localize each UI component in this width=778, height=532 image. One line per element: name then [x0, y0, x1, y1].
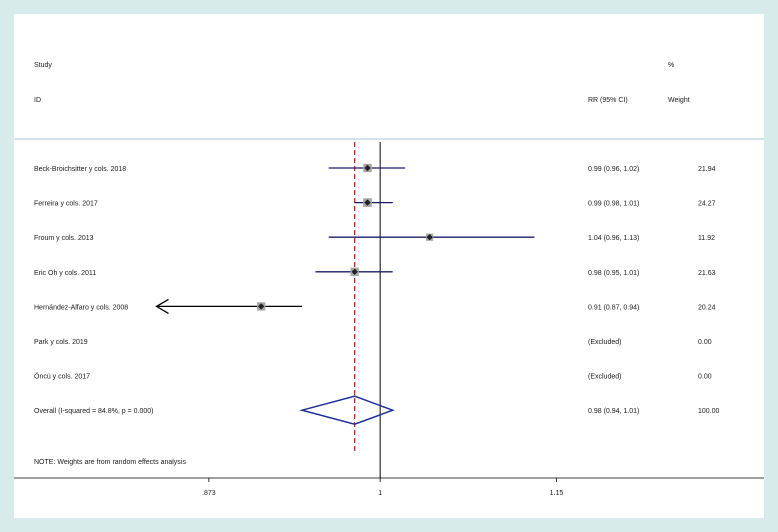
forest-plot-panel: Study ID RR (95% CI) % Weight Beck-Broic…: [14, 14, 764, 518]
study-rows: Beck-Broichsitter y cols. 2018 0.99 (0.96…: [34, 166, 720, 415]
point-estimate: [257, 303, 265, 310]
x-tick-label: 1.15: [550, 490, 564, 497]
header-weight: Weight: [668, 97, 690, 104]
study-label: Hernández-Alfaro y cols. 2008: [34, 304, 128, 311]
overall-weight: 100.00: [698, 408, 720, 415]
x-tick-label: .873: [202, 490, 216, 497]
x-tick-label: 1: [378, 490, 382, 497]
study-label: Froum y cols. 2013: [34, 235, 94, 242]
study-weight: 11.92: [698, 235, 715, 242]
study-label: Beck-Broichsitter y cols. 2018: [34, 166, 126, 173]
point-estimate: [351, 268, 358, 275]
study-weight: 0.00: [698, 374, 712, 381]
footnote: NOTE: Weights are from random effects an…: [34, 459, 186, 466]
point-estimate: [426, 234, 433, 241]
study-weight: 21.63: [698, 270, 716, 277]
study-ci-text: 0.99 (0.96, 1.02): [588, 166, 639, 173]
study-weight: 0.00: [698, 339, 712, 346]
ci-arrow: [155, 298, 169, 314]
overall-diamond: [299, 395, 395, 425]
study-label: Öncü y cols. 2017: [34, 373, 90, 381]
point-estimate: [364, 164, 371, 172]
overall-ci-text: 0.98 (0.94, 1.01): [588, 408, 639, 415]
header-study: Study: [34, 62, 52, 69]
study-ci-text: 0.99 (0.98, 1.01): [588, 201, 639, 208]
study-label: Park y cols. 2019: [34, 339, 88, 346]
x-axis-ticks: .873 1 1.15: [202, 478, 563, 497]
header-id: ID: [34, 97, 41, 104]
point-estimate: [364, 199, 371, 206]
study-weight: 24.27: [698, 201, 716, 208]
forest-plot: Study ID RR (95% CI) % Weight Beck-Broic…: [14, 62, 764, 497]
study-ci-text: 0.98 (0.95, 1.01): [588, 270, 639, 277]
study-weight: 20.24: [698, 304, 716, 311]
study-label: Ferreira y cols. 2017: [34, 201, 98, 208]
header-effect: RR (95% CI): [588, 97, 628, 104]
study-ci-text: 0.91 (0.87, 0.94): [588, 304, 639, 311]
study-ci-text: (Excluded): [588, 339, 621, 346]
study-ci-text: (Excluded): [588, 374, 621, 381]
overall-label: Overall (I-squared = 84.8%, p = 0.000): [34, 408, 153, 415]
study-ci-text: 1.04 (0.96, 1.13): [588, 235, 639, 242]
header-percent: %: [668, 62, 674, 69]
study-weight: 21.94: [698, 166, 716, 173]
plot-marks: [155, 142, 535, 478]
study-label: Eric Oh y cols. 2011: [34, 270, 96, 277]
